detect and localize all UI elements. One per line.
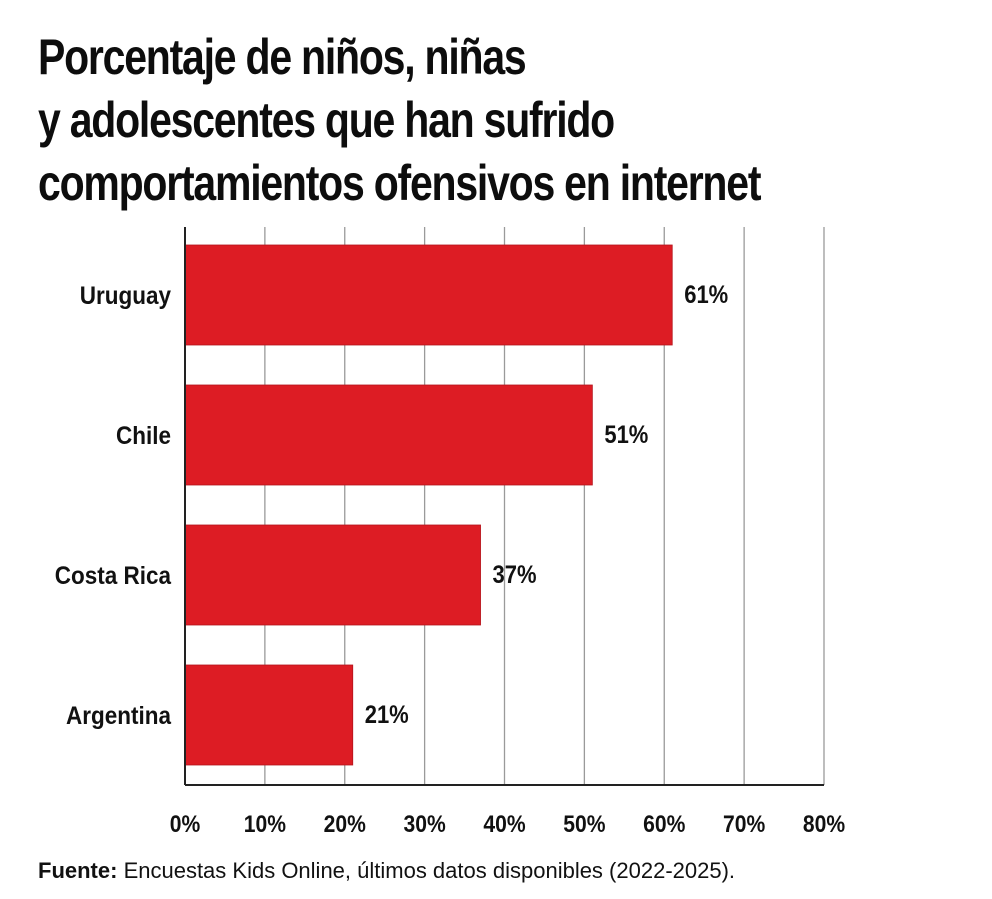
value-label-argentina: 21% bbox=[365, 701, 409, 729]
x-tick-label-80: 80% bbox=[803, 811, 845, 838]
source-text: Encuestas Kids Online, últimos datos dis… bbox=[117, 858, 736, 883]
chart-title: Porcentaje de niños, niñas y adolescente… bbox=[38, 26, 792, 215]
x-tick-label-10: 10% bbox=[244, 811, 286, 838]
value-label-costa-rica: 37% bbox=[493, 561, 537, 589]
bars bbox=[184, 244, 673, 766]
x-tick-label-70: 70% bbox=[723, 811, 765, 838]
category-label-costa-rica: Costa Rica bbox=[55, 562, 172, 590]
value-label-chile: 51% bbox=[604, 421, 648, 449]
x-tick-label-50: 50% bbox=[563, 811, 605, 838]
value-label-uruguay: 61% bbox=[684, 281, 728, 309]
x-tick-label-0: 0% bbox=[170, 811, 201, 838]
chart-title-line-3: comportamientos ofensivos en internet bbox=[38, 155, 761, 211]
axes bbox=[184, 227, 824, 786]
source-label: Fuente: bbox=[38, 858, 118, 883]
category-label-uruguay: Uruguay bbox=[80, 282, 172, 310]
bar-chile bbox=[184, 384, 593, 486]
bar-uruguay bbox=[184, 244, 673, 346]
source-note: Fuente: Encuestas Kids Online, últimos d… bbox=[38, 858, 735, 884]
x-tick-label-60: 60% bbox=[643, 811, 685, 838]
chart-title-line-2: y adolescentes que han sufrido bbox=[38, 92, 615, 148]
x-tick-label-30: 30% bbox=[403, 811, 445, 838]
category-label-argentina: Argentina bbox=[66, 702, 172, 730]
x-tick-label-40: 40% bbox=[483, 811, 525, 838]
x-tick-label-20: 20% bbox=[324, 811, 366, 838]
bar-argentina bbox=[184, 664, 354, 766]
bar-costa-rica bbox=[184, 524, 481, 626]
category-label-chile: Chile bbox=[116, 422, 171, 450]
chart-title-line-1: Porcentaje de niños, niñas bbox=[38, 29, 527, 85]
labels: 0% 10% 20% 30% 40% 50% 60% 70% 80% Uruguay 61% Chil… bbox=[55, 281, 845, 838]
